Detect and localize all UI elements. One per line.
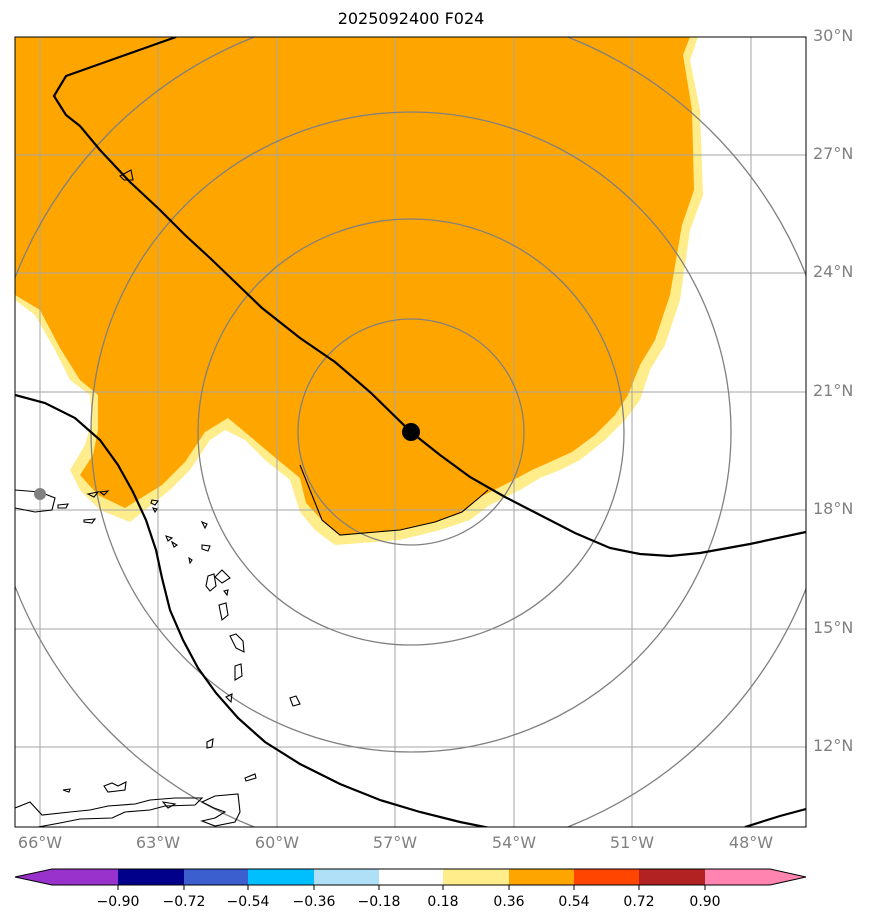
colorbar-tick-label: −0.90 xyxy=(96,894,140,910)
lat-label-12n: 12°N xyxy=(813,736,854,755)
lat-label-18n: 18°N xyxy=(813,499,854,518)
lat-label-21n: 21°N xyxy=(813,381,854,400)
colorbar xyxy=(14,868,807,890)
colorbar-tick-label: 0.72 xyxy=(623,894,655,910)
lon-label-66w: 66°W xyxy=(17,833,63,852)
colorbar-seg xyxy=(118,869,184,885)
lon-label-63w: 63°W xyxy=(135,833,181,852)
colorbar-seg xyxy=(184,869,248,885)
colorbar-extend-max xyxy=(705,869,806,885)
map-frame xyxy=(14,36,807,828)
colorbar-seg xyxy=(639,869,705,885)
colorbar-seg xyxy=(509,869,574,885)
lon-label-57w: 57°W xyxy=(372,833,418,852)
map-title: 2025092400 F024 xyxy=(337,9,485,28)
colorbar-tick-label: 0.54 xyxy=(558,894,590,910)
storm-center-marker xyxy=(402,423,420,441)
forecast-track xyxy=(52,37,806,558)
lat-label-27n: 27°N xyxy=(813,144,854,163)
colorbar-seg xyxy=(314,869,379,885)
colorbar-seg xyxy=(574,869,639,885)
track-segment-west xyxy=(15,393,491,827)
lon-label-60w: 60°W xyxy=(254,833,300,852)
lat-label-15n: 15°N xyxy=(813,618,854,637)
colorbar-seg xyxy=(379,869,443,885)
reference-point-marker xyxy=(34,488,46,500)
anomaly-region xyxy=(15,37,694,535)
storm-tracks xyxy=(15,37,806,827)
lon-label-54w: 54°W xyxy=(491,833,537,852)
colorbar-tick-label: −0.18 xyxy=(357,894,401,910)
colorbar-tick-label: −0.36 xyxy=(292,894,336,910)
graticule xyxy=(15,37,806,827)
lon-label-51w: 51°W xyxy=(609,833,655,852)
colorbar-tick-label: 0.90 xyxy=(689,894,721,910)
colorbar-tick-label: 0.18 xyxy=(427,894,459,910)
lon-label-48w: 48°W xyxy=(728,833,774,852)
colorbar-seg xyxy=(443,869,509,885)
colorbar-tick-label: −0.54 xyxy=(226,894,270,910)
colorbar-tick-label: 0.36 xyxy=(493,894,525,910)
colorbar-seg xyxy=(248,869,314,885)
colorbar-tick-label: −0.72 xyxy=(162,894,206,910)
colorbar-extend-min xyxy=(15,869,118,885)
lat-label-24n: 24°N xyxy=(813,262,854,281)
track-segment-east xyxy=(744,807,806,827)
lat-label-30n: 30°N xyxy=(813,26,854,45)
coastlines xyxy=(15,169,489,827)
